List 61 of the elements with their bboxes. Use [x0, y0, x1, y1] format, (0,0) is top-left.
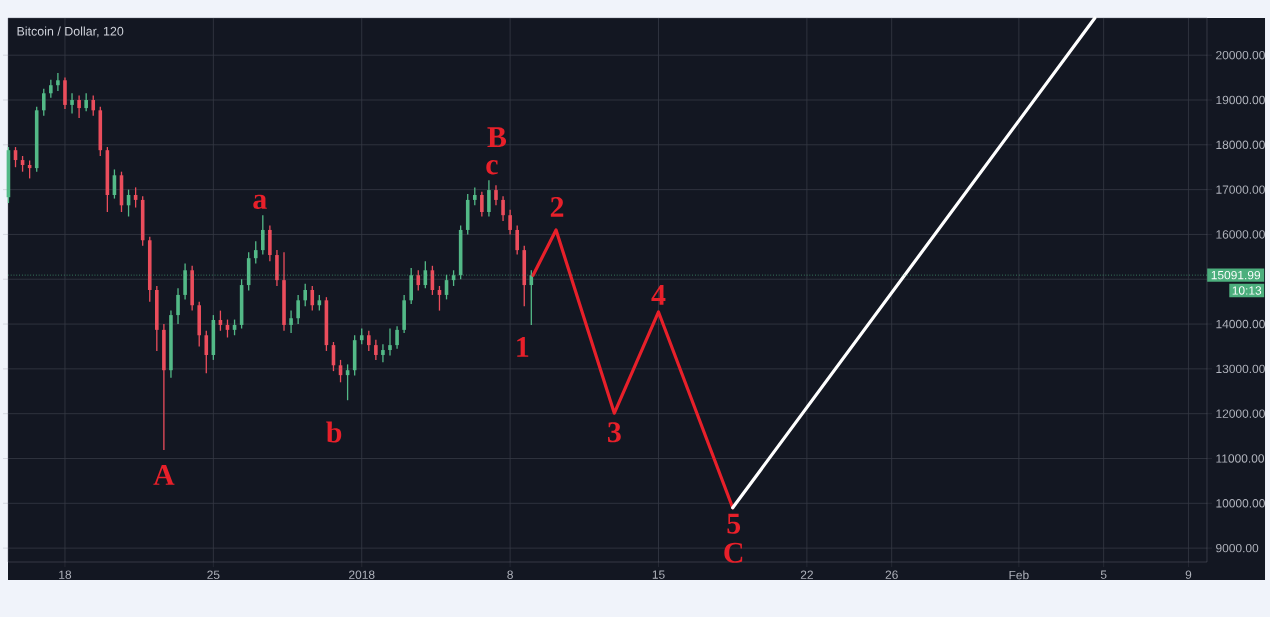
candlestick	[487, 179, 491, 218]
candlestick	[374, 339, 378, 361]
x-tick-label: 15	[652, 570, 665, 579]
line-series	[531, 228, 735, 510]
candlestick	[41, 88, 46, 117]
candlestick	[296, 294, 300, 325]
candlestick	[56, 72, 60, 92]
x-tick-label: Feb	[1009, 570, 1029, 580]
y-tick-label: 20000.00	[1216, 50, 1265, 60]
y-tick-label: 11000.00	[1216, 454, 1265, 463]
text: Bitcoin / Dollar, 120	[17, 26, 124, 38]
y-tick-label: 9000.00	[1216, 543, 1259, 553]
annotation: 3	[607, 422, 621, 443]
candlestick	[416, 269, 421, 292]
candlestick	[381, 343, 385, 363]
candlestick	[204, 330, 209, 374]
candlestick	[515, 224, 519, 256]
candlestick	[289, 309, 293, 334]
candlestick	[176, 287, 180, 325]
annotation: 2	[550, 197, 564, 217]
y-tick-label: 18000.00	[1216, 140, 1265, 150]
y-tick-label: 14000.00	[1216, 319, 1265, 329]
y-tick-label: 19000.00	[1216, 95, 1265, 105]
candlestick	[395, 325, 399, 350]
x-tick-label: 18	[59, 570, 72, 579]
annotation: b	[326, 421, 342, 443]
candlestick	[261, 214, 265, 256]
x-tick-label: 2018	[349, 570, 375, 579]
y-tick-label: 16000.00	[1216, 230, 1265, 239]
candlestick	[501, 195, 505, 222]
x-tick-label: 5	[1100, 570, 1107, 579]
x-tick-label: 9	[1185, 570, 1192, 579]
x-tick-label: 25	[207, 570, 220, 579]
x-tick-label: 22	[800, 570, 813, 579]
annotation: 5	[727, 513, 741, 534]
ref-line-label: 15091.99	[1211, 270, 1261, 280]
y-tick-label: 17000.00	[1216, 185, 1265, 194]
candlestick	[77, 94, 81, 119]
candlestick	[367, 330, 371, 352]
annotation: 4	[651, 285, 666, 305]
annotation: a	[253, 194, 267, 210]
y-tick-label: 13000.00	[1216, 364, 1265, 374]
candlestick	[310, 285, 315, 312]
annotation: A	[153, 465, 175, 485]
candlestick	[253, 240, 258, 265]
y-tick-label: 10000.00	[1216, 499, 1265, 508]
annotation: c	[486, 160, 498, 175]
annotation: B	[487, 127, 507, 148]
annotation: 1	[517, 337, 529, 357]
candlestick	[303, 283, 308, 307]
candlestick	[70, 92, 74, 115]
candlestick	[91, 94, 96, 117]
y-tick-label: 12000.00	[1216, 409, 1265, 418]
x-tick-label: 26	[885, 570, 898, 579]
x-tick-label: 8	[507, 570, 513, 579]
text: 10:13	[1232, 286, 1262, 295]
candlestick	[508, 209, 512, 236]
annotation: C	[724, 542, 743, 563]
candlestick	[388, 327, 392, 357]
candlestick	[480, 191, 484, 218]
candlestick	[494, 184, 498, 206]
